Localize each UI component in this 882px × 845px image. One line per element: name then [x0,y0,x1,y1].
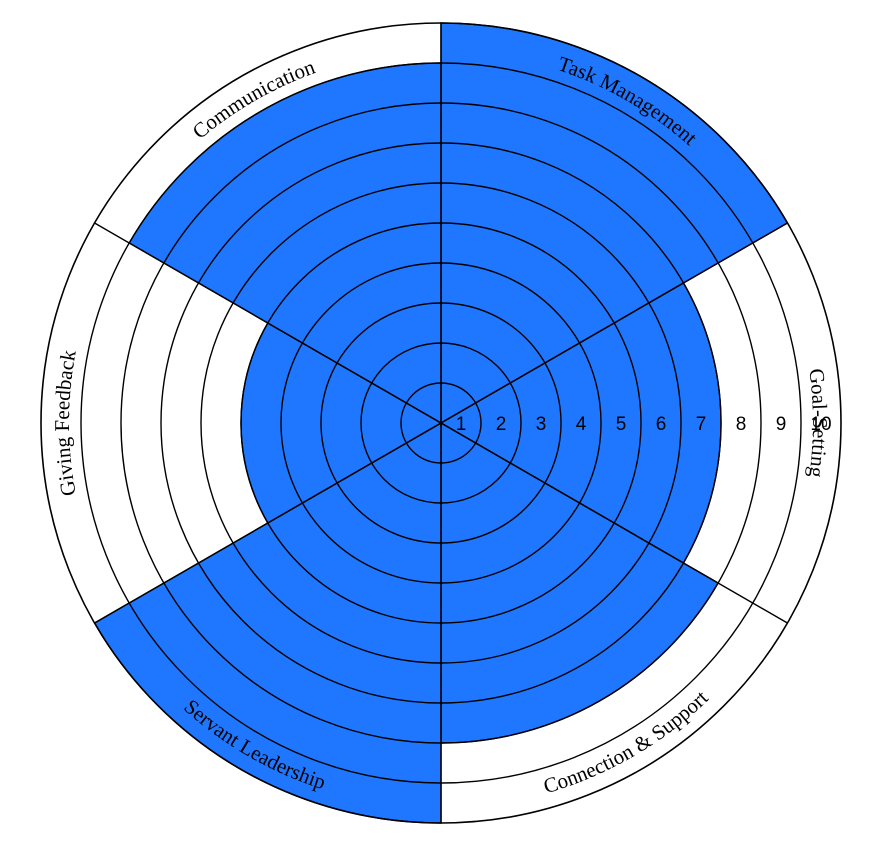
scale-label-4: 4 [576,414,587,435]
scale-label-9: 9 [776,414,787,435]
spoke-5 [94,422,442,624]
spoke-3 [440,422,788,624]
scale-label-10: 10 [810,414,831,435]
scale-label-2: 2 [496,414,507,435]
spoke-6 [94,222,442,424]
scale-label-5: 5 [616,414,627,435]
spoke-2 [440,222,788,424]
scale-label-1: 1 [456,414,467,435]
scale-label-8: 8 [736,414,747,435]
category-label-goal-setting: Goal-Setting [804,367,832,479]
scale-label-7: 7 [696,414,707,435]
scale-label-3: 3 [536,414,547,435]
category-label-giving-feedback: Giving Feedback [50,347,81,497]
scale-label-6: 6 [656,414,667,435]
